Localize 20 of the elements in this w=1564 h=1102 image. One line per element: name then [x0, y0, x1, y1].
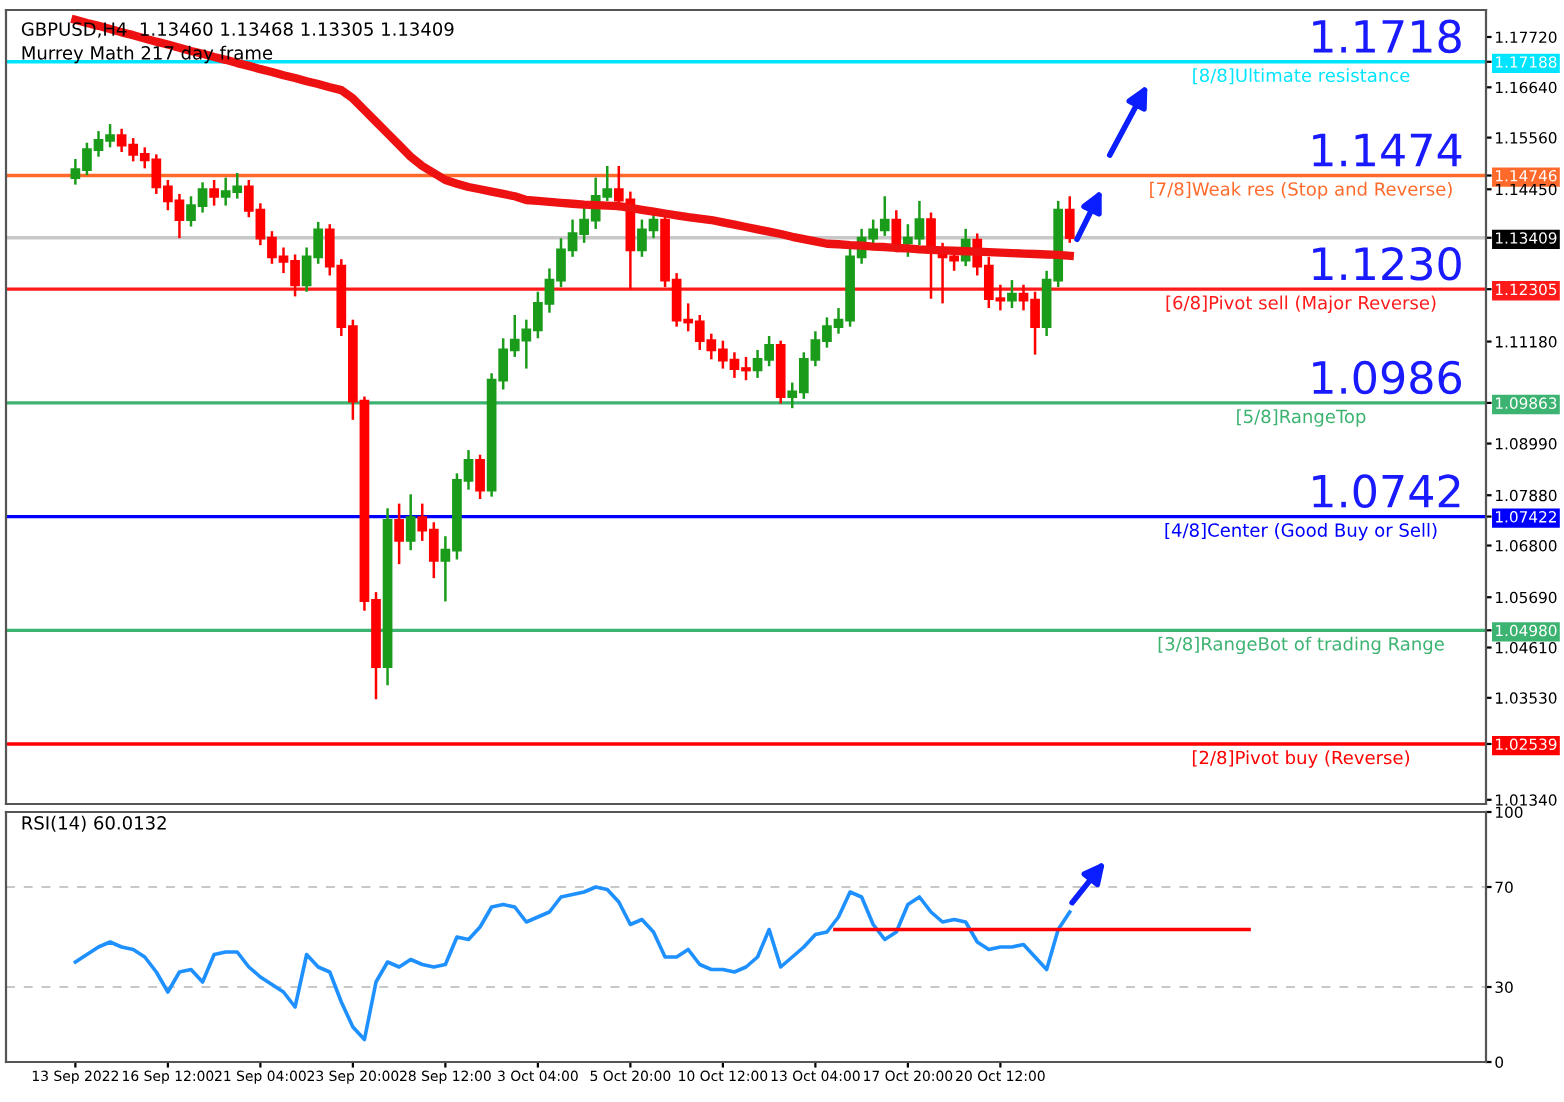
ref-line-label: [6/8]Pivot sell (Major Reverse) [1166, 295, 1436, 314]
ref-line-label: [4/8]Center (Good Buy or Sell) [1165, 522, 1437, 541]
candlestick [405, 493, 416, 552]
ref-line-label: [2/8]Pivot buy (Reverse) [1192, 750, 1410, 768]
candlestick [394, 502, 404, 566]
ref-line-label: [8/8]Ultimate resistance [1193, 68, 1410, 85]
candlestick [1064, 195, 1075, 245]
ref-line-label: [3/8]RangeBot of trading Range [1158, 636, 1444, 655]
annotation: 1.1474 [1313, 133, 1462, 167]
annotation: 1.0986 [1313, 360, 1461, 395]
candlestick [1007, 278, 1017, 310]
line-series [73, 885, 1072, 1042]
candlestick [475, 453, 485, 501]
ref-line-label: [7/8]Weak res (Stop and Reverse) [1150, 181, 1452, 200]
ref-line-label: [5/8]RangeTop [1237, 409, 1366, 427]
candlestick [209, 178, 219, 207]
annotation: 1.1230 [1313, 246, 1461, 281]
annotation: 1.1718 [1313, 19, 1461, 54]
annotation: 1.0742 [1313, 474, 1460, 508]
chart-title: RSI(14) 60.0132 [22, 815, 166, 832]
